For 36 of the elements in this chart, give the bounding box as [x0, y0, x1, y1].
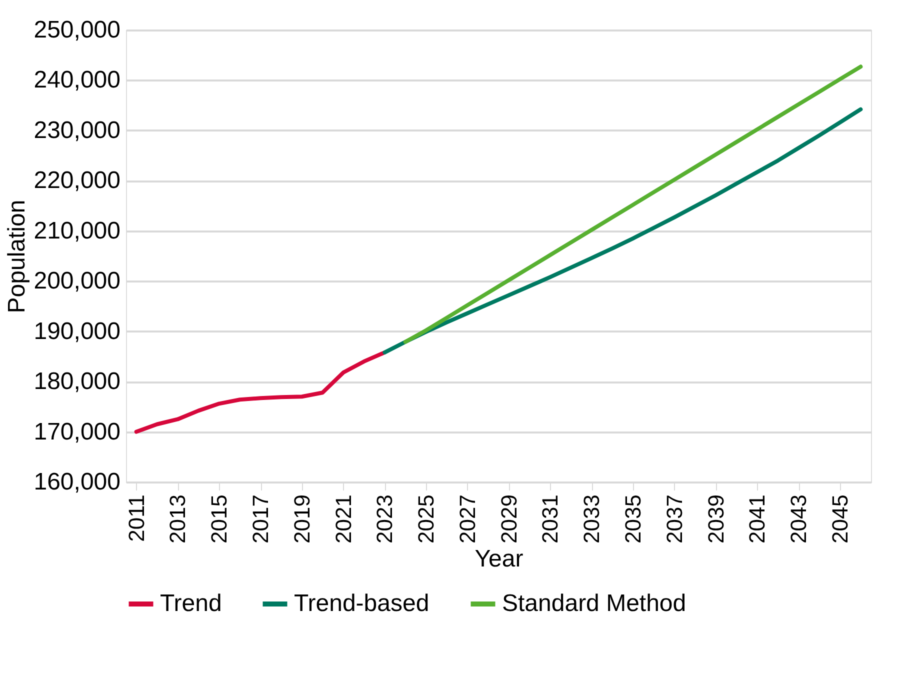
x-tick-label: 2033 — [579, 494, 604, 544]
y-tick-label: 240,000 — [34, 66, 120, 94]
x-tick-label: 2039 — [703, 494, 728, 544]
line-series — [134, 350, 387, 434]
x-tick-label: 2041 — [744, 494, 770, 544]
y-tick-label: 220,000 — [34, 167, 120, 194]
line-series — [403, 64, 863, 344]
x-tick-label: 2035 — [620, 494, 646, 544]
y-tick-label: 250,000 — [34, 16, 120, 44]
legend-label: Trend-based — [294, 590, 430, 617]
x-tick-label: 2045 — [827, 494, 852, 544]
line-series — [382, 107, 863, 354]
y-axis-title: Population — [4, 200, 31, 314]
y-tick-label: 230,000 — [34, 116, 120, 144]
x-axis-title: Year — [474, 545, 524, 572]
x-tick-label: 2043 — [786, 494, 812, 544]
y-tick-label: 200,000 — [34, 268, 120, 295]
x-tick-label: 2017 — [248, 494, 274, 544]
x-tick-label: 2019 — [289, 494, 314, 544]
x-tick-label: 2037 — [662, 494, 687, 544]
y-tick-label: 180,000 — [34, 368, 120, 396]
y-tick-label: 160,000 — [34, 468, 120, 496]
y-tick-label: 210,000 — [34, 217, 120, 244]
legend-label: Standard Method — [502, 590, 686, 617]
x-tick-label: 2013 — [165, 494, 190, 544]
x-tick-label: 2015 — [206, 494, 232, 544]
x-tick-label: 2025 — [414, 494, 439, 544]
x-tick-label: 2031 — [538, 494, 563, 544]
x-tick-label: 2027 — [454, 494, 480, 544]
x-tick-label: 2029 — [496, 494, 522, 544]
y-tick-label: 190,000 — [34, 318, 120, 345]
x-tick-label: 2011 — [124, 494, 149, 542]
y-tick-label: 170,000 — [34, 418, 120, 446]
legend-label: Trend — [160, 590, 222, 617]
x-tick-label: 2023 — [372, 494, 398, 544]
x-tick-label: 2021 — [330, 494, 356, 544]
